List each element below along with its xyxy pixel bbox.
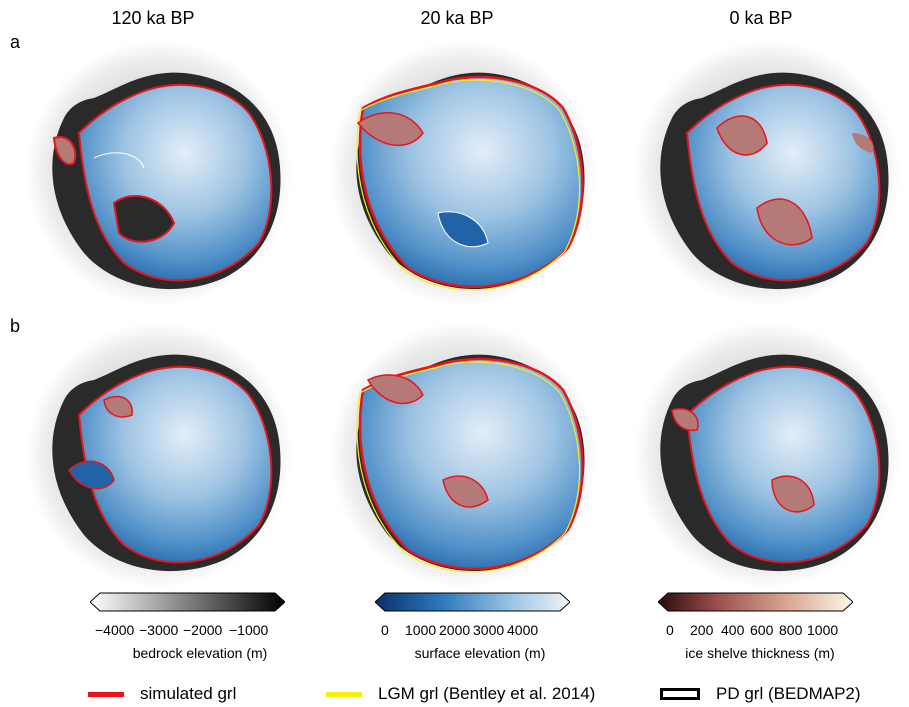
colorbar-ice-shelf-label: ice shelve thickness (m) xyxy=(685,645,835,661)
legend-swatch-yellow xyxy=(326,691,362,697)
map-panel-b-0ka xyxy=(634,322,900,588)
map-panel-a-0ka xyxy=(634,40,900,306)
colorbar-ice-shelf-tick: 600 xyxy=(750,622,774,638)
colorbar-ice-shelf-tick: 800 xyxy=(779,622,803,638)
colorbar-bedrock-tick: −4000 xyxy=(95,622,135,638)
colorbar-surface xyxy=(375,592,570,612)
colorbar-bedrock-tick: −1000 xyxy=(229,622,269,638)
legend-label: LGM grl (Bentley et al. 2014) xyxy=(378,684,596,703)
legend-swatch-red xyxy=(88,691,124,697)
colorbar-bedrock-label: bedrock elevation (m) xyxy=(132,645,268,661)
colorbar-bedrock-tick: −2000 xyxy=(183,622,223,638)
map-panel-b-20ka xyxy=(330,322,596,588)
colorbar-bedrock-tick: −3000 xyxy=(139,622,179,638)
colorbar-surface-tick: 1000 xyxy=(405,622,437,638)
map-panel-b-120ka xyxy=(26,322,292,588)
colorbar-surface-label: surface elevation (m) xyxy=(414,645,546,661)
colorbar-bedrock xyxy=(90,592,285,612)
colorbar-ice-shelf-tick: 1000 xyxy=(807,622,839,638)
column-title-20ka: 20 ka BP xyxy=(420,8,494,28)
row-label-b: b xyxy=(10,316,21,336)
map-panel-a-20ka xyxy=(330,40,596,306)
colorbar-ice-shelf-tick: 200 xyxy=(690,622,714,638)
colorbar-surface-tick: 3000 xyxy=(473,622,505,638)
colorbar-surface-tick: 2000 xyxy=(439,622,471,638)
colorbar-surface-tick: 0 xyxy=(381,622,389,638)
legend-swatch-white xyxy=(660,688,700,700)
column-title-120ka: 120 ka BP xyxy=(111,8,195,28)
legend-label: simulated grl xyxy=(140,684,237,703)
colorbar-ice-shelf xyxy=(658,592,853,612)
column-title-0ka: 0 ka BP xyxy=(729,8,793,28)
legend-label: PD grl (BEDMAP2) xyxy=(716,684,861,703)
legend-simulated-grl: simulated grl xyxy=(88,682,236,706)
colorbar-ice-shelf-tick: 0 xyxy=(666,622,674,638)
legend-pd-grl: PD grl (BEDMAP2) xyxy=(660,682,861,706)
colorbar-surface-tick: 4000 xyxy=(507,622,539,638)
row-label-a: a xyxy=(10,32,21,52)
map-panel-a-120ka xyxy=(26,40,292,306)
colorbar-ice-shelf-tick: 400 xyxy=(721,622,745,638)
legend-lgm-grl: LGM grl (Bentley et al. 2014) xyxy=(326,682,595,706)
